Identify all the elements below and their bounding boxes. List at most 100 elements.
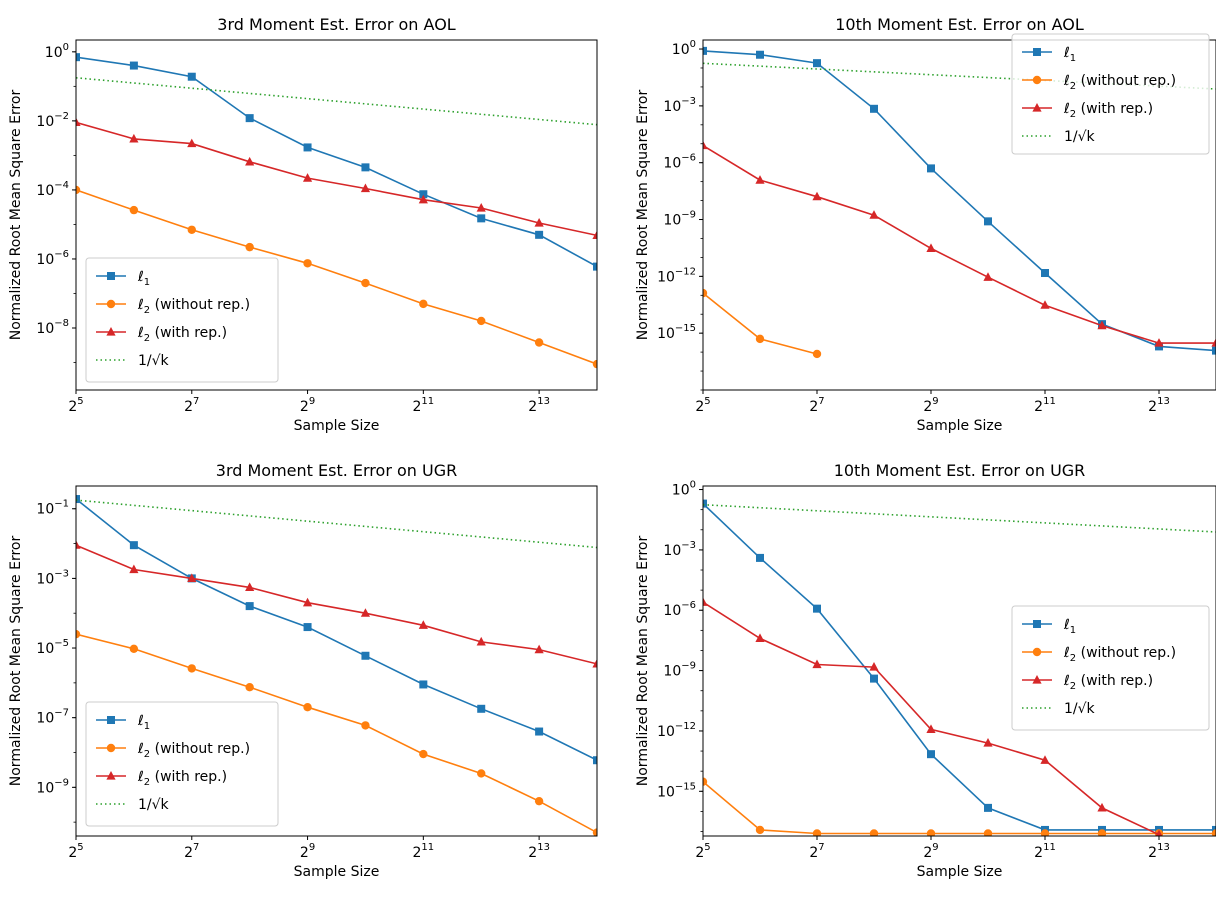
data-point-l2_rep (755, 175, 765, 184)
x-tick-label: 25 (695, 842, 710, 861)
legend-label-l2_norep: ℓ2 (without rep.) (137, 741, 250, 760)
data-point-l2_rep (245, 156, 255, 166)
data-point-l2_norep (187, 225, 196, 234)
data-point-l1 (927, 750, 935, 759)
data-point-l2_norep (534, 338, 544, 347)
x-tick-label: 211 (1034, 842, 1056, 861)
data-point-l2_norep (926, 829, 936, 836)
y-tick-label: 10−15 (657, 781, 696, 800)
chart-title: 10th Moment Est. Error on AOL (835, 15, 1084, 34)
legend-label-l2_rep: ℓ2 (with rep.) (137, 769, 227, 788)
series-line-l2_rep (76, 121, 597, 237)
legend-marker-l1 (1033, 620, 1041, 628)
x-tick-label: 29 (300, 842, 315, 861)
legend-label-ref: 1/√k (138, 797, 170, 813)
x-tick-label: 211 (413, 842, 435, 861)
data-point-l2_rep (869, 662, 879, 671)
x-tick-label: 27 (184, 842, 199, 861)
x-axis-label: Sample Size (917, 864, 1003, 880)
data-point-l2_rep (76, 117, 81, 127)
data-point-l2_norep (361, 278, 370, 288)
y-axis-label: Normalized Root Mean Square Error (8, 536, 24, 787)
legend-marker-l2_rep (106, 327, 116, 336)
series-line-l1 (703, 50, 1216, 352)
data-point-l2_rep (360, 183, 371, 193)
y-tick-label: 10−4 (36, 180, 69, 199)
data-point-l2_rep (129, 133, 139, 143)
data-point-l1 (245, 114, 254, 123)
chart-panel-4: 10th Moment Est. Error on UGR Sample Size… (635, 461, 1216, 880)
legend-marker-l2_rep (1032, 103, 1042, 112)
legend: ℓ1 ℓ2 (without rep.) ℓ2 (with rep.) 1/√k (1011, 33, 1210, 155)
x-tick-label: 27 (809, 842, 824, 861)
x-tick-label: 27 (184, 396, 199, 415)
data-point-l2_norep (812, 349, 822, 359)
data-point-l2_rep (418, 620, 428, 629)
data-point-l1 (303, 623, 312, 632)
data-point-l2_rep (983, 738, 993, 747)
data-point-l1 (1041, 269, 1049, 278)
data-point-l1 (703, 499, 707, 508)
data-point-l2_norep (76, 629, 81, 639)
data-point-l2_rep (1040, 755, 1050, 764)
legend-label-l1: ℓ1 (1063, 45, 1076, 64)
data-point-l2_rep (534, 218, 544, 227)
legend-label-l2_rep: ℓ2 (with rep.) (1063, 673, 1153, 692)
axes-frame (75, 39, 598, 391)
data-point-l1 (756, 50, 764, 59)
data-point-l1 (361, 651, 370, 660)
data-point-l2_norep (129, 644, 139, 654)
legend-marker-l2_norep (106, 299, 116, 309)
legend-box (1011, 605, 1210, 731)
data-point-l2_norep (187, 664, 196, 673)
data-point-l1 (813, 59, 821, 68)
data-point-l2_norep (983, 829, 993, 836)
y-tick-label: 10−8 (36, 318, 69, 337)
plot-area (703, 499, 1216, 836)
legend: ℓ1 ℓ2 (without rep.) ℓ2 (with rep.) 1/√k (85, 701, 279, 827)
data-point-l2_norep (1040, 829, 1050, 836)
x-tick-label: 213 (528, 396, 550, 415)
data-point-l2_rep (869, 210, 879, 219)
y-axis-label: Normalized Root Mean Square Error (8, 90, 24, 341)
data-point-l2_rep (812, 659, 822, 669)
legend: ℓ1 ℓ2 (without rep.) ℓ2 (with rep.) 1/√k (1011, 605, 1210, 731)
data-point-l2_norep (812, 829, 822, 836)
chart-panel-2: 10th Moment Est. Error on AOL Sample Size… (635, 15, 1216, 434)
data-point-l2_norep (419, 749, 428, 759)
series-line-l2_rep (76, 544, 597, 665)
chart-panel-3: 3rd Moment Est. Error on UGR Sample Size N… (8, 461, 598, 880)
x-tick-label: 29 (300, 396, 315, 415)
data-point-l1 (419, 190, 428, 199)
data-point-l1 (303, 143, 312, 152)
data-point-l2_rep (926, 243, 936, 252)
data-point-l1 (870, 674, 878, 683)
y-tick-label: 10−1 (36, 499, 69, 518)
data-point-l2_rep (360, 608, 371, 617)
data-point-l2_norep (477, 316, 486, 326)
series-line-ref (76, 77, 597, 126)
data-point-l1 (927, 164, 935, 173)
data-point-l1 (129, 61, 138, 70)
data-point-l1 (535, 727, 544, 736)
legend: ℓ1 ℓ2 (without rep.) ℓ2 (with rep.) 1/√k (85, 257, 279, 383)
data-point-l1 (245, 602, 254, 611)
x-tick-label: 29 (923, 396, 938, 415)
data-point-l1 (870, 104, 878, 113)
legend-box (85, 701, 279, 827)
legend-marker-l2_norep (106, 743, 116, 753)
plot-area (76, 53, 597, 369)
data-point-l1 (76, 495, 80, 504)
data-point-l2_norep (76, 185, 81, 195)
x-tick-label: 211 (413, 396, 435, 415)
x-axis-label: Sample Size (917, 418, 1003, 434)
data-point-l1 (756, 553, 764, 562)
x-axis-label: Sample Size (294, 864, 380, 880)
legend-label-l1: ℓ1 (137, 713, 150, 732)
data-point-l1 (419, 680, 428, 689)
legend-marker-l1 (107, 716, 115, 724)
legend-label-ref: 1/√k (138, 353, 170, 369)
data-point-l1 (984, 217, 992, 226)
y-tick-label: 10−3 (663, 96, 696, 115)
data-point-l2_rep (926, 724, 936, 733)
